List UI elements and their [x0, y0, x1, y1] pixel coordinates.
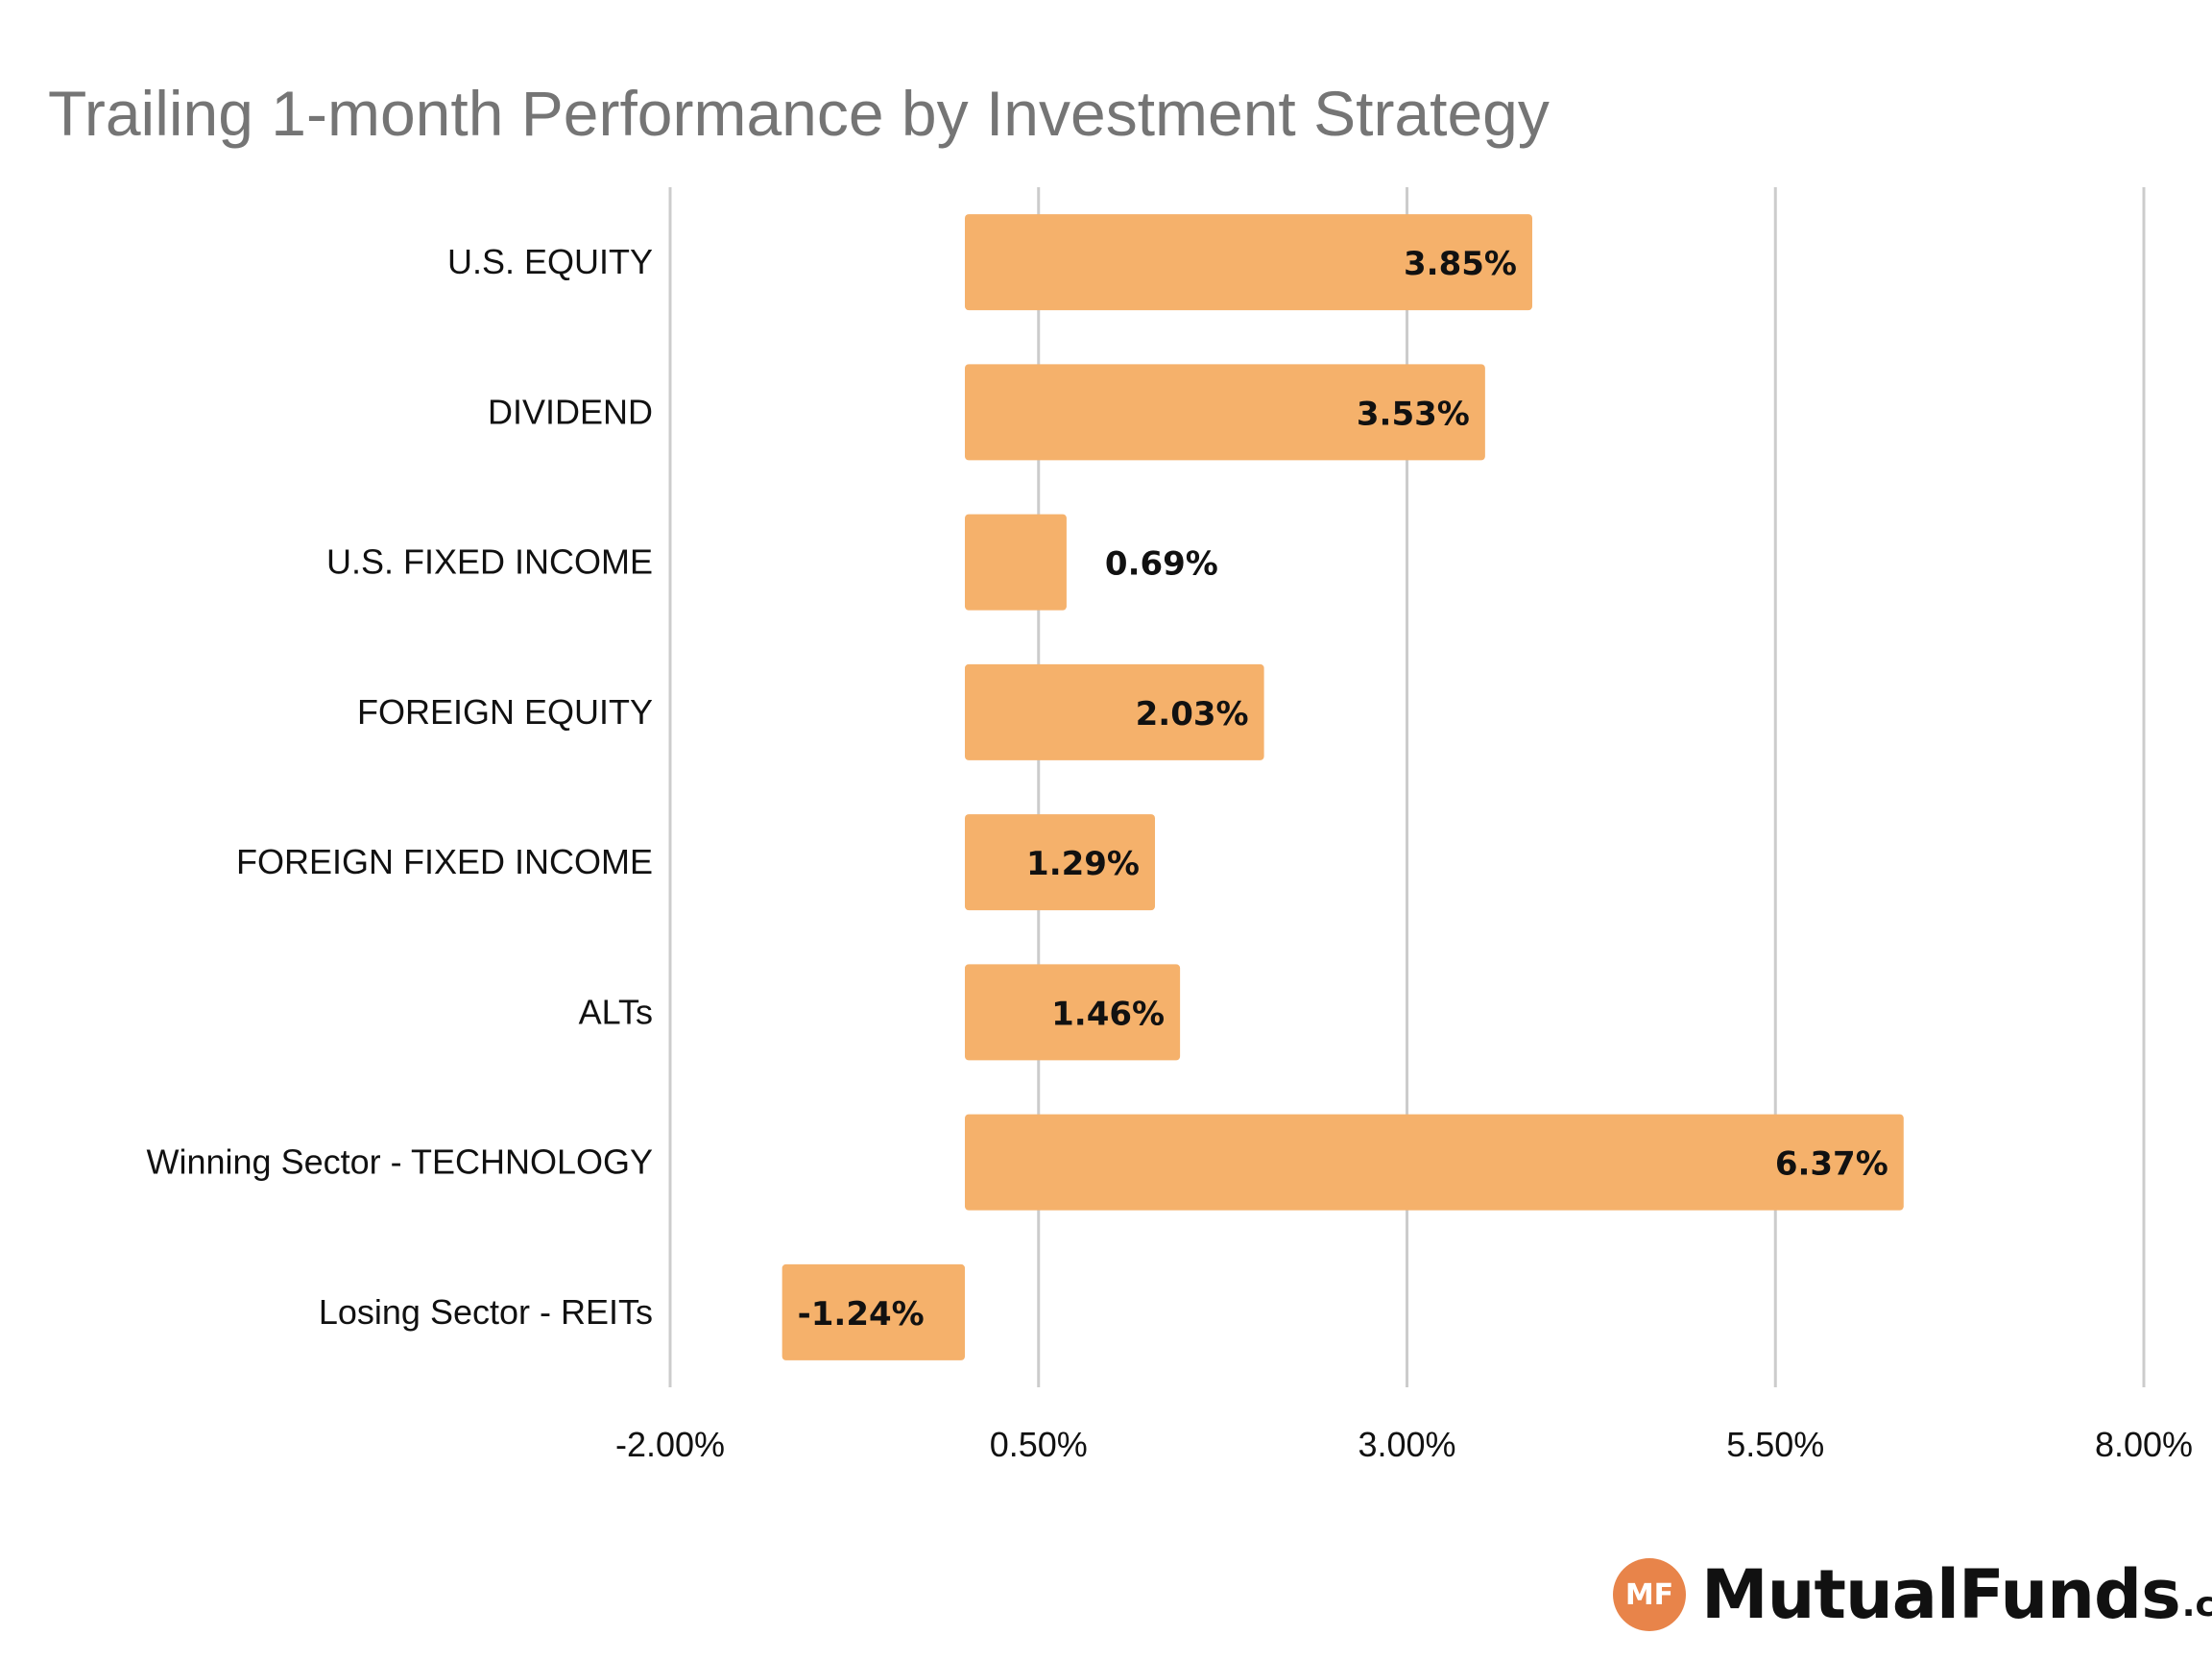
bar	[965, 964, 1181, 1061]
mutualfunds-logo: MF MutualFunds .com	[1613, 1551, 2212, 1638]
bar	[965, 364, 1485, 461]
bar	[965, 663, 1264, 760]
chart-title: Trailing 1-month Performance by Investme…	[48, 78, 1550, 149]
logo-word: MutualFunds	[1701, 1555, 2181, 1634]
data-label: 1.46%	[1051, 995, 1165, 1033]
data-label: 1.29%	[1026, 845, 1140, 883]
bar	[965, 514, 1067, 611]
category-label: DIVIDEND	[488, 392, 653, 431]
bar	[965, 814, 1156, 911]
mf-badge-icon: MF	[1613, 1558, 1686, 1631]
bar	[781, 1263, 965, 1360]
data-label: 6.37%	[1775, 1145, 1888, 1184]
x-tick-label: 8.00%	[2095, 1425, 2193, 1464]
x-tick-label: -2.00%	[615, 1425, 725, 1464]
category-label: FOREIGN EQUITY	[357, 692, 653, 732]
category-label: Losing Sector - REITs	[319, 1292, 653, 1332]
data-label: 3.53%	[1357, 395, 1470, 433]
x-tick-label: 3.00%	[1358, 1425, 1455, 1464]
category-label: U.S. FIXED INCOME	[326, 542, 653, 582]
labels: -2.00% 0.50% 3.00% 5.50% 8.00% U.S. EQUITY 3.8…	[147, 242, 2194, 1464]
data-label: -1.24%	[798, 1295, 925, 1334]
bars	[781, 214, 1904, 1360]
x-tick-label: 0.50%	[990, 1425, 1088, 1464]
category-label: U.S. EQUITY	[447, 242, 653, 281]
bar	[965, 1114, 1904, 1211]
x-tick-label: 5.50%	[1726, 1425, 1824, 1464]
data-label: 2.03%	[1136, 695, 1249, 733]
category-label: ALTs	[579, 992, 653, 1031]
data-label: 3.85%	[1404, 245, 1517, 283]
bar	[965, 214, 1532, 311]
category-label: Winning Sector - TECHNOLOGY	[147, 1142, 653, 1182]
data-label: 0.69%	[1105, 545, 1218, 584]
logo-suffix: .com	[2181, 1585, 2212, 1624]
category-label: FOREIGN FIXED INCOME	[236, 842, 653, 881]
